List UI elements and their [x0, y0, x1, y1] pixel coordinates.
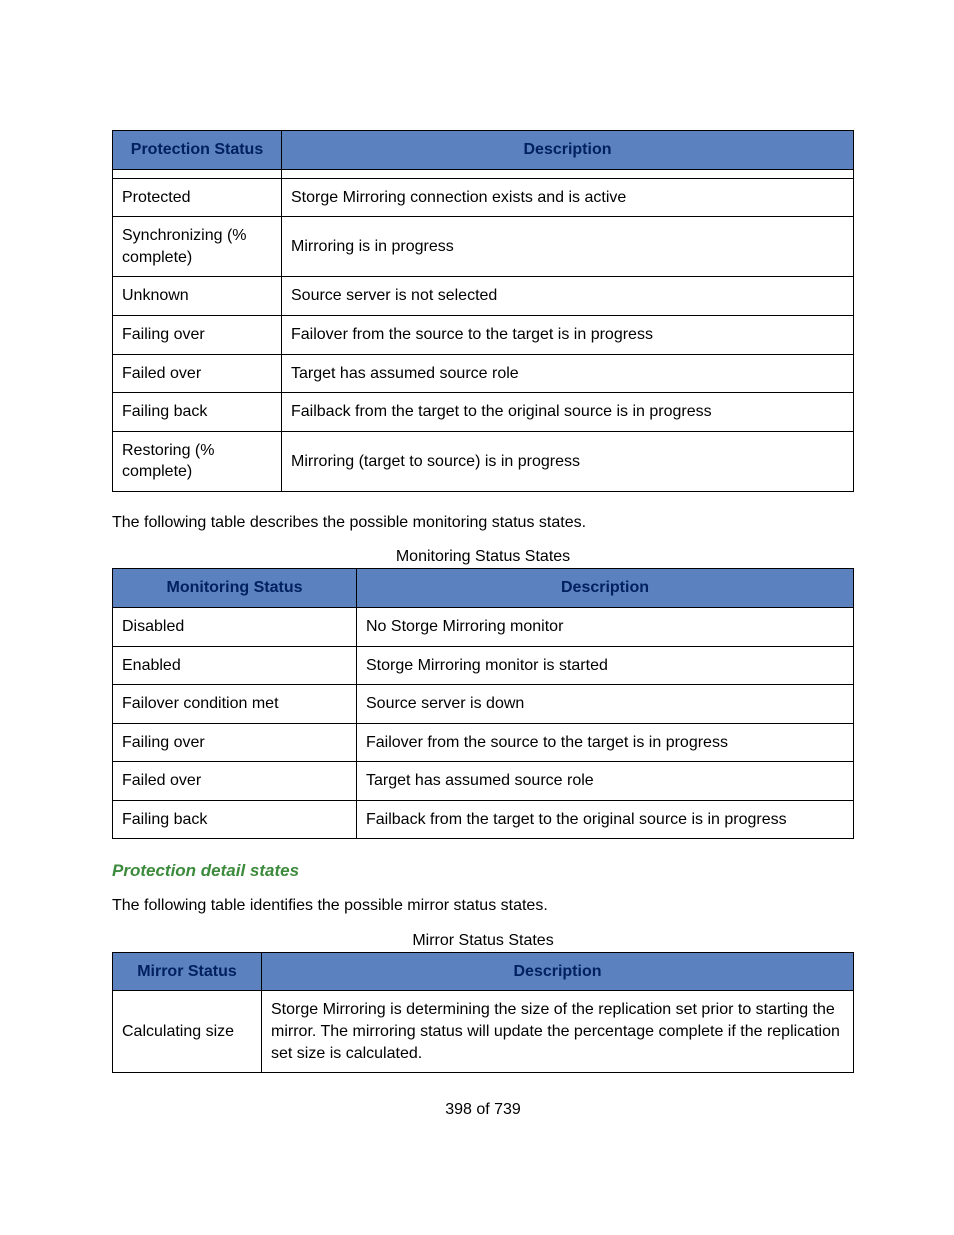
protection-status-cell: Protected: [113, 178, 282, 217]
monitoring-status-cell: Failed over: [113, 762, 357, 801]
table-row: Unknown Source server is not selected: [113, 277, 854, 316]
monitoring-status-cell: Disabled: [113, 607, 357, 646]
monitoring-caption: Monitoring Status States: [112, 548, 854, 566]
monitoring-status-cell: Enabled: [113, 646, 357, 685]
protection-desc-cell: Mirroring is in progress: [282, 217, 854, 277]
protection-col-status: Protection Status: [113, 131, 282, 170]
table-row: Enabled Storge Mirroring monitor is star…: [113, 646, 854, 685]
mirror-status-table: Mirror Status Description Calculating si…: [112, 952, 854, 1073]
mirror-col-description: Description: [262, 952, 854, 991]
protection-desc-cell: Failover from the source to the target i…: [282, 315, 854, 354]
protection-status-cell: Unknown: [113, 277, 282, 316]
monitoring-intro-text: The following table describes the possib…: [112, 512, 854, 534]
mirror-status-cell: Calculating size: [113, 991, 262, 1073]
table-row: Failed over Target has assumed source ro…: [113, 762, 854, 801]
protection-desc-cell: Mirroring (target to source) is in progr…: [282, 431, 854, 491]
monitoring-desc-cell: Source server is down: [357, 685, 854, 724]
document-page: Protection Status Description Protected …: [0, 0, 954, 1149]
table-spacer-row: [113, 169, 854, 178]
monitoring-desc-cell: Failover from the source to the target i…: [357, 723, 854, 762]
table-row: Failed over Target has assumed source ro…: [113, 354, 854, 393]
protection-col-description: Description: [282, 131, 854, 170]
table-row: Disabled No Storge Mirroring monitor: [113, 607, 854, 646]
protection-status-cell: Failed over: [113, 354, 282, 393]
table-row: Failing over Failover from the source to…: [113, 315, 854, 354]
table-row: Synchronizing (% complete) Mirroring is …: [113, 217, 854, 277]
protection-status-cell: Failing back: [113, 393, 282, 432]
monitoring-desc-cell: Failback from the target to the original…: [357, 800, 854, 839]
monitoring-desc-cell: Storge Mirroring monitor is started: [357, 646, 854, 685]
monitoring-status-table: Monitoring Status Description Disabled N…: [112, 568, 854, 839]
monitoring-status-cell: Failover condition met: [113, 685, 357, 724]
monitoring-status-cell: Failing back: [113, 800, 357, 839]
mirror-col-status: Mirror Status: [113, 952, 262, 991]
protection-desc-cell: Storge Mirroring connection exists and i…: [282, 178, 854, 217]
mirror-caption: Mirror Status States: [112, 932, 854, 950]
protection-status-cell: Restoring (% complete): [113, 431, 282, 491]
table-row: Protected Storge Mirroring connection ex…: [113, 178, 854, 217]
protection-status-cell: Failing over: [113, 315, 282, 354]
table-row: Calculating size Storge Mirroring is det…: [113, 991, 854, 1073]
protection-desc-cell: Source server is not selected: [282, 277, 854, 316]
protection-status-table: Protection Status Description Protected …: [112, 130, 854, 492]
monitoring-col-description: Description: [357, 569, 854, 608]
monitoring-col-status: Monitoring Status: [113, 569, 357, 608]
monitoring-desc-cell: No Storge Mirroring monitor: [357, 607, 854, 646]
protection-detail-heading: Protection detail states: [112, 861, 854, 881]
protection-desc-cell: Failback from the target to the original…: [282, 393, 854, 432]
mirror-desc-cell: Storge Mirroring is determining the size…: [262, 991, 854, 1073]
protection-desc-cell: Target has assumed source role: [282, 354, 854, 393]
monitoring-status-cell: Failing over: [113, 723, 357, 762]
page-number: 398 of 739: [112, 1101, 854, 1119]
table-row: Failing back Failback from the target to…: [113, 800, 854, 839]
table-row: Failing back Failback from the target to…: [113, 393, 854, 432]
table-row: Failing over Failover from the source to…: [113, 723, 854, 762]
table-row: Failover condition met Source server is …: [113, 685, 854, 724]
mirror-intro-text: The following table identifies the possi…: [112, 895, 854, 917]
monitoring-desc-cell: Target has assumed source role: [357, 762, 854, 801]
table-row: Restoring (% complete) Mirroring (target…: [113, 431, 854, 491]
protection-status-cell: Synchronizing (% complete): [113, 217, 282, 277]
